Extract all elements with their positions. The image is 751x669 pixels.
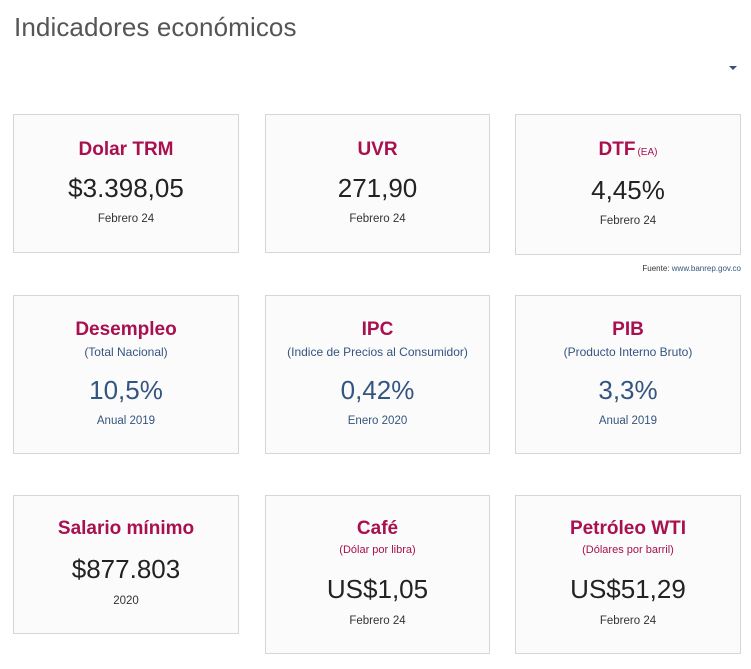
card-value: 10,5% (89, 375, 163, 405)
card-title: Dolar TRM (78, 139, 174, 160)
card-date: Anual 2019 (598, 415, 658, 427)
page-title: Indicadores económicos (14, 12, 297, 42)
card-subtitle: (Dólares por barril) (582, 544, 674, 556)
card-date: Febrero 24 (349, 213, 406, 225)
card-date: Enero 2020 (347, 415, 408, 427)
card-subtitle: (Dólar por libra) (339, 544, 416, 556)
card-desempleo: Desempleo (Total Nacional) 10,5% Anual 2… (13, 295, 239, 454)
card-value: US$1,05 (326, 574, 429, 604)
card-title: Salario mínimo (57, 518, 195, 539)
card-date: 2020 (113, 595, 139, 607)
card-date: Anual 2019 (96, 415, 156, 427)
card-subtitle: (Indice de Precios al Consumidor) (287, 345, 468, 359)
card-title: Desempleo (75, 319, 177, 340)
card-value: $877.803 (71, 554, 181, 584)
source-label: Fuente: (642, 264, 670, 273)
card-ipc: IPC (Indice de Precios al Consumidor) 0,… (265, 295, 490, 454)
card-title: IPC (361, 319, 394, 340)
card-uvr: UVR 271,90 Febrero 24 (265, 114, 490, 253)
card-subtitle: (Total Nacional) (84, 345, 168, 359)
card-value: 0,42% (340, 375, 415, 405)
card-title-unit: (EA) (637, 147, 658, 158)
card-title-text: DTF (598, 139, 636, 160)
source-link[interactable]: www.banrep.gov.co (671, 264, 741, 273)
dropdown-caret-icon[interactable] (729, 66, 737, 70)
card-value: $3.398,05 (68, 173, 184, 203)
card-title: DTF (EA) (516, 139, 740, 161)
card-date: Febrero 24 (97, 213, 155, 225)
card-title: PIB (612, 319, 644, 340)
card-dtf: DTF (EA) 4,45% Febrero 24 (515, 114, 741, 255)
card-pib: PIB (Producto Interno Bruto) 3,3% Anual … (515, 295, 741, 454)
card-value: US$51,29 (570, 574, 686, 604)
card-cafe: Café (Dólar por libra) US$1,05 Febrero 2… (265, 495, 490, 654)
card-date: Febrero 24 (599, 615, 657, 627)
card-subtitle: (Producto Interno Bruto) (563, 345, 693, 359)
card-value: 271,90 (337, 173, 418, 203)
card-dolar-trm: Dolar TRM $3.398,05 Febrero 24 (13, 114, 239, 253)
source-note: Fuente: www.banrep.gov.co (590, 264, 741, 273)
card-value: 4,45% (591, 175, 665, 205)
card-date: Febrero 24 (599, 215, 657, 227)
card-petroleo-wti: Petróleo WTI (Dólares por barril) US$51,… (515, 495, 741, 654)
card-title: Café (356, 518, 399, 539)
card-title: Petróleo WTI (569, 518, 687, 539)
card-date: Febrero 24 (349, 615, 406, 627)
card-salario-minimo: Salario mínimo $877.803 2020 (13, 495, 239, 634)
card-value: 3,3% (598, 375, 658, 405)
card-title: UVR (357, 139, 398, 160)
